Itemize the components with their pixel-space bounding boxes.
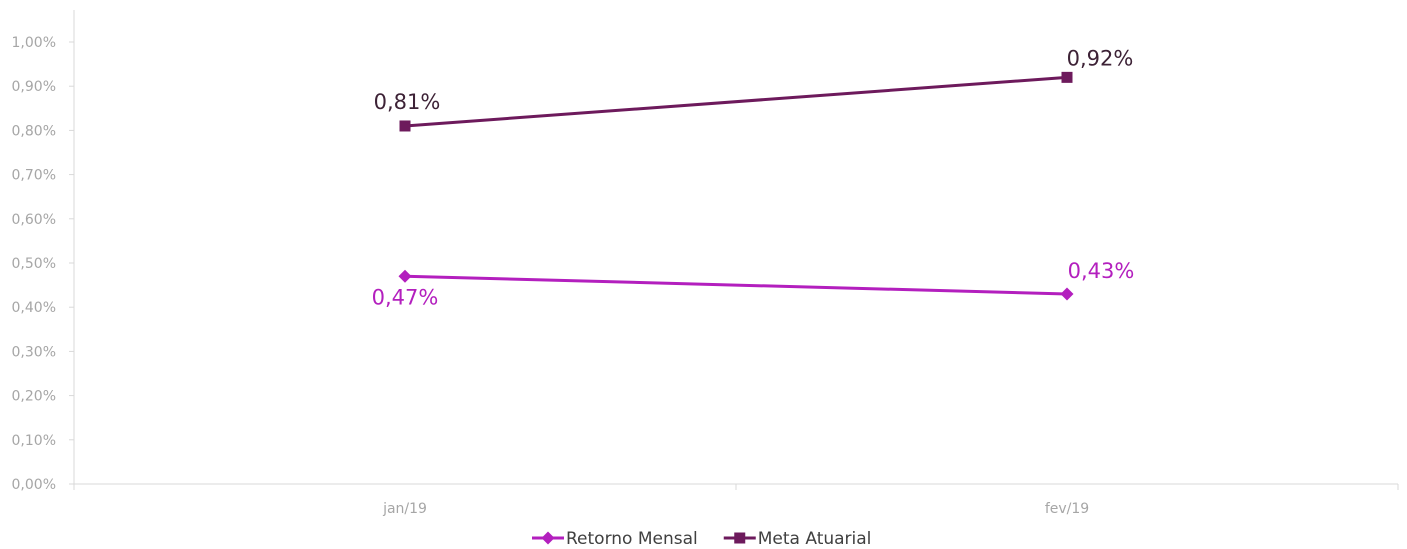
diamond-marker [398,269,412,283]
y-tick-label: 0,40% [12,300,56,316]
legend-label: Meta Atuarial [758,529,872,549]
y-tick-label: 0,30% [12,344,56,360]
y-tick-label: 0,70% [12,168,56,184]
legend: Retorno Mensal Meta Atuarial [532,529,871,549]
legend-label: Retorno Mensal [566,529,698,549]
y-tick-label: 0,80% [12,123,56,139]
data-label: 0,81% [374,90,441,114]
data-label: 0,43% [1068,259,1135,283]
legend-item: Meta Atuarial [723,529,872,549]
data-labels-layer: 0,47% 0,43% 0,81% 0,92% [372,46,1135,309]
y-tick-label: 0,00% [12,477,56,493]
data-label: 0,92% [1067,46,1134,70]
y-tick-label: 0,50% [12,256,56,272]
y-tick-label: 0,90% [12,79,56,95]
series-line-meta-atuarial [404,75,1068,128]
x-tick-label: jan/19 [382,501,427,517]
legend-square-marker [734,532,746,544]
y-tick-label: 0,10% [12,433,56,449]
y-tick-label: 0,60% [12,212,56,228]
x-axis: jan/19 fev/19 [73,483,1399,517]
y-tick-label: 0,20% [12,389,56,405]
x-tick-label: fev/19 [1045,501,1089,517]
y-axis: 0,00% 0,10% 0,20% 0,30% 0,40% 0,50% 0,60% 0,70%… [12,10,75,493]
series-line-retorno-mensal [404,274,1068,296]
diamond-marker [1060,287,1074,301]
legend-diamond-marker [541,531,555,545]
square-marker [1061,71,1073,83]
series-layer [398,71,1074,301]
data-label: 0,47% [372,285,439,309]
square-marker [399,120,411,132]
legend-item: Retorno Mensal [532,529,698,549]
y-tick-label: 1,00% [12,35,56,51]
